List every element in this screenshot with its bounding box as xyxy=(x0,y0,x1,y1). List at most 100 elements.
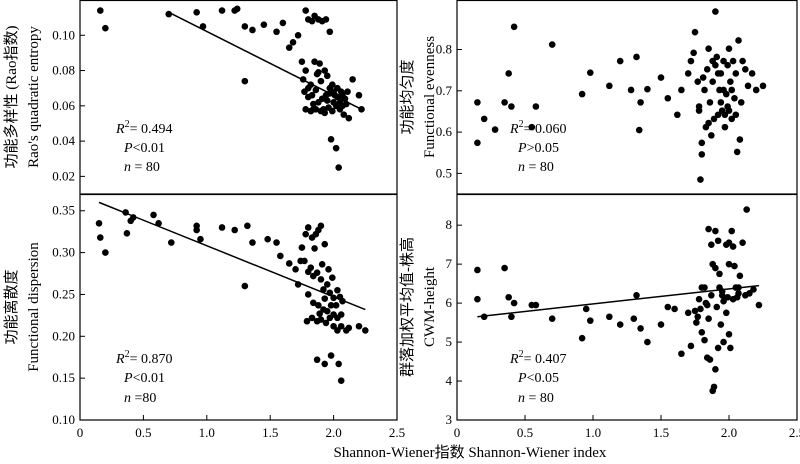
data-point xyxy=(310,100,317,108)
y-tick-label: 4 xyxy=(446,373,453,388)
data-point xyxy=(722,309,730,317)
data-point xyxy=(616,321,624,328)
data-point xyxy=(532,103,540,110)
data-point xyxy=(264,235,271,243)
data-point xyxy=(249,26,256,34)
data-point xyxy=(474,99,481,106)
data-point xyxy=(303,317,311,325)
data-point xyxy=(657,74,665,81)
y-tick-label: 0.30 xyxy=(52,245,75,260)
data-point xyxy=(712,366,719,373)
data-point xyxy=(705,119,712,127)
data-point xyxy=(362,327,369,334)
data-point xyxy=(322,319,330,327)
data-point xyxy=(340,111,348,118)
y-tick-label: 0.5 xyxy=(436,165,452,180)
data-point xyxy=(657,321,665,328)
data-point xyxy=(714,111,722,119)
data-point xyxy=(733,148,741,156)
y-tick-label: 5 xyxy=(446,334,453,349)
y-tick-label: 0.7 xyxy=(436,83,453,98)
data-point xyxy=(630,315,638,322)
data-point xyxy=(345,114,353,122)
data-point xyxy=(123,230,131,237)
data-point xyxy=(695,103,703,110)
data-point xyxy=(701,336,708,344)
data-point xyxy=(735,37,742,44)
data-point xyxy=(233,5,241,13)
y-tick-label: 0.8 xyxy=(436,42,452,57)
y-axis-label-cn: 功能均匀度 xyxy=(399,59,416,134)
data-point xyxy=(317,77,325,85)
data-point xyxy=(491,126,499,133)
data-point xyxy=(323,97,331,104)
data-point xyxy=(532,301,540,309)
r-squared-label: R2= 0.407 xyxy=(509,349,566,367)
x-tick-label: 2.5 xyxy=(389,425,405,440)
y-tick-label: 3 xyxy=(446,412,453,427)
data-point xyxy=(731,94,738,102)
data-point xyxy=(321,360,329,368)
data-point xyxy=(714,70,722,77)
data-point xyxy=(316,310,323,317)
data-point xyxy=(729,57,737,65)
data-point xyxy=(678,86,685,94)
data-point xyxy=(699,74,707,81)
y-axis-label-en: Functional dispersion xyxy=(26,242,42,372)
data-point xyxy=(297,257,304,265)
data-point xyxy=(505,293,512,301)
data-point xyxy=(197,235,204,243)
data-point xyxy=(727,344,734,352)
data-point xyxy=(729,295,737,303)
data-point xyxy=(231,226,238,234)
data-point xyxy=(302,230,310,238)
data-point xyxy=(358,106,365,113)
x-tick-label: 2.0 xyxy=(721,425,737,440)
y-axis-label-en: Rao's quadratic entropy xyxy=(26,26,42,168)
data-point xyxy=(273,239,280,246)
data-point xyxy=(150,211,157,219)
x-tick-label: 1.0 xyxy=(585,425,601,440)
data-point xyxy=(317,316,325,323)
panels-group: 0.02 0.04 0.06 0.08 0.10 功能多样性 (Rao指数) Rao's q… xyxy=(3,0,800,440)
data-point xyxy=(318,261,326,268)
data-point xyxy=(698,139,706,147)
data-point xyxy=(355,91,363,99)
data-point xyxy=(505,70,512,77)
data-point xyxy=(311,245,318,252)
data-point xyxy=(724,103,731,110)
data-point xyxy=(510,299,518,307)
data-point xyxy=(716,270,723,278)
data-point xyxy=(694,313,702,321)
data-point xyxy=(337,311,345,318)
data-point xyxy=(260,21,268,28)
data-point xyxy=(739,57,746,65)
y-tick-label: 0.25 xyxy=(52,286,75,301)
data-point xyxy=(480,115,488,123)
y-axis-label-en: Functional evenness xyxy=(422,36,438,158)
y-axis-label-cn: 功能多样性 (Rao指数) xyxy=(3,26,20,169)
data-point xyxy=(701,284,708,291)
panel-bottom-left: 0.10 0.15 0.20 0.25 0.30 0.35 0 0.5 1.0 1.5 2.0 2.5… xyxy=(3,193,405,440)
y-tick-label: 0.35 xyxy=(52,203,75,218)
data-point xyxy=(697,305,704,313)
n-label: n = 80 xyxy=(518,391,554,406)
data-point xyxy=(687,57,695,65)
plot-frame xyxy=(456,193,798,421)
data-point xyxy=(320,286,327,293)
data-point xyxy=(528,123,536,131)
data-point xyxy=(355,322,363,330)
y-tick-label: 7 xyxy=(446,256,453,271)
data-point xyxy=(712,8,719,15)
data-point xyxy=(501,264,508,272)
data-point xyxy=(695,295,703,303)
data-point xyxy=(289,39,297,46)
data-point xyxy=(616,57,624,65)
p-value-label: P<0.05 xyxy=(517,371,559,386)
data-point xyxy=(729,243,737,250)
x-tick-label: 0 xyxy=(77,425,84,440)
data-point xyxy=(329,81,336,88)
data-point xyxy=(725,45,733,53)
data-point xyxy=(313,356,321,364)
data-point xyxy=(735,290,742,297)
